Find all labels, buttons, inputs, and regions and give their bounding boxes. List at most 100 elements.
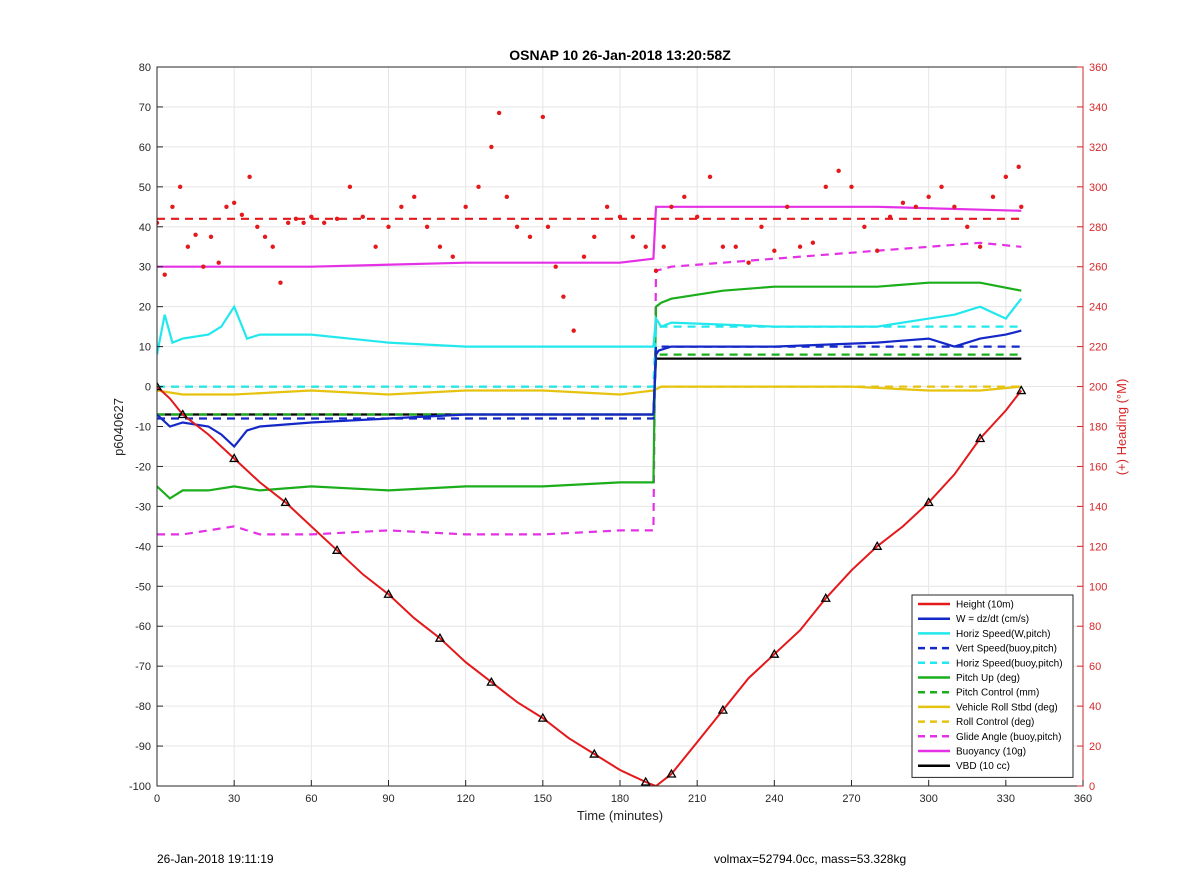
heading-point: [399, 204, 404, 210]
y-tick-label: -30: [135, 501, 151, 513]
height-marker: [537, 712, 548, 722]
heading-point: [231, 200, 237, 206]
y-tick-label: 20: [139, 302, 151, 314]
legend-entry: Pitch Up (deg): [956, 673, 1020, 684]
plot-lines: [157, 110, 1027, 786]
y2-tick-label: 60: [1089, 661, 1101, 673]
y-tick-label: 10: [139, 342, 151, 354]
y2-tick-label: 280: [1089, 222, 1107, 234]
heading-point: [247, 174, 252, 180]
heading-point: [496, 110, 502, 116]
heading-point: [926, 194, 931, 200]
heading-point: [939, 184, 944, 190]
heading-point: [900, 200, 906, 206]
heading-point: [720, 244, 726, 249]
series-group: [157, 110, 1027, 786]
heading-point: [373, 244, 378, 249]
heading-point: [437, 244, 443, 249]
axes: 0 30 60 90 120 150 180 210 240 270 300 330 360-100-9…: [129, 62, 1107, 805]
series-line-buoyancy-10g: [157, 205, 1022, 268]
y-tick-label: 40: [139, 222, 151, 234]
heading-point: [977, 244, 983, 249]
heading-point: [424, 224, 430, 229]
grid: [156, 66, 1084, 787]
x-tick-label: 90: [382, 793, 394, 805]
y2-tick-label: 320: [1089, 142, 1107, 154]
heading-point: [514, 224, 520, 229]
y2-tick-label: 200: [1089, 382, 1107, 394]
heading-point: [1003, 174, 1009, 180]
heading-point: [592, 234, 597, 239]
x-tick-label: 240: [765, 793, 783, 805]
heading-point: [463, 204, 468, 210]
series-line-height-10m: [157, 385, 1023, 786]
y2-tick-label: 160: [1089, 461, 1107, 473]
heading-point: [270, 244, 275, 249]
heading-point: [208, 234, 214, 239]
y-tick-label: 60: [139, 142, 151, 154]
heading-point: [784, 204, 790, 210]
y-tick-label: -70: [135, 661, 151, 673]
heading-point: [875, 248, 880, 253]
x-tick-label: 360: [1074, 793, 1092, 805]
legend-entry: Vert Speed(buoy,pitch): [956, 644, 1057, 655]
height-marker: [974, 433, 986, 443]
height-marker: [229, 453, 240, 463]
y-tick-label: 70: [139, 102, 151, 114]
heading-point: [965, 224, 970, 229]
legend-entry: VBD (10 cc): [956, 761, 1010, 772]
y-tick-label: 0: [145, 382, 151, 394]
footer-volmax-mass: volmax=52794.0cc, mass=53.328kg: [714, 852, 907, 866]
legend-entry: Glide Angle (buoy,pitch): [956, 732, 1061, 743]
heading-point: [849, 184, 854, 190]
heading-point: [604, 204, 610, 210]
height-marker: [872, 541, 883, 550]
heading-point: [669, 204, 674, 210]
y-tick-label: -40: [135, 541, 151, 553]
y-tick-label: -90: [135, 741, 151, 753]
y-axis-label: p6040627: [111, 398, 126, 456]
series-line-w-dz-dt-cm-s: [157, 329, 1022, 449]
heading-point: [285, 220, 291, 225]
y2-tick-label: 340: [1089, 102, 1107, 114]
y2-tick-label: 260: [1089, 262, 1107, 274]
heading-point: [334, 216, 340, 221]
heading-point: [540, 114, 546, 120]
y-tick-label: 50: [139, 182, 151, 194]
y2-tick-label: 180: [1089, 422, 1107, 434]
heading-point: [797, 244, 803, 249]
y2-tick-label: 40: [1089, 701, 1101, 713]
legend-box: [911, 594, 1074, 778]
y-tick-label: -10: [135, 422, 151, 434]
heading-point: [810, 240, 816, 245]
heading-point: [836, 168, 841, 174]
heading-point: [1016, 164, 1021, 170]
heading-point: [489, 144, 494, 150]
y-tick-label: 80: [139, 62, 151, 74]
heading-point: [990, 194, 996, 200]
height-marker: [486, 676, 497, 686]
legend-entry: Height (10m): [956, 600, 1014, 611]
legend-entry: Vehicle Roll Stbd (deg): [956, 702, 1058, 713]
heading-point: [170, 204, 175, 210]
height-marker: [589, 748, 600, 758]
heading-point: [887, 214, 893, 219]
heading-point: [733, 244, 738, 249]
x-tick-label: 180: [611, 793, 629, 805]
height-marker: [280, 497, 291, 507]
legend-entry: Pitch Control (mm): [956, 688, 1039, 699]
series-line-glide-angle-buoy-pitch: [157, 241, 1022, 536]
height-marker: [923, 497, 934, 507]
heading-point: [347, 184, 353, 190]
heading-point: [682, 194, 687, 200]
heading-point: [1019, 204, 1024, 210]
x-tick-label: 210: [688, 793, 706, 805]
heading-point: [561, 294, 566, 299]
heading-point: [476, 184, 481, 190]
heading-point: [360, 214, 365, 219]
heading-point: [386, 224, 391, 229]
heading-point: [293, 216, 299, 221]
y2-tick-label: 300: [1089, 182, 1107, 194]
y2-tick-label: 360: [1089, 62, 1107, 74]
